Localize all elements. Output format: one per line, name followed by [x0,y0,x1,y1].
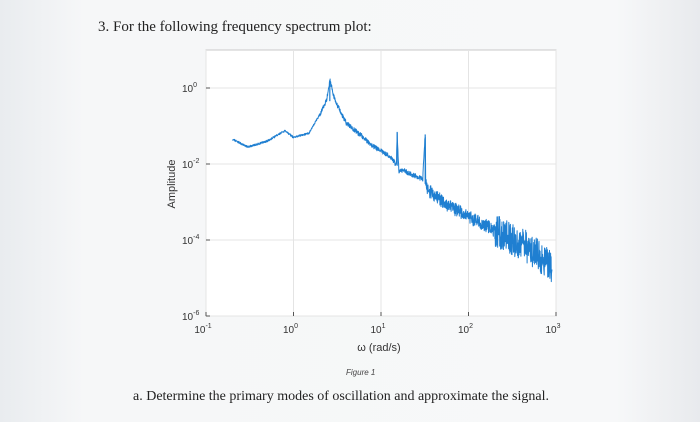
y-tick-label: 10-4 [182,234,199,247]
y-axis-label: Amplitude [166,160,178,209]
figure-caption: Figure 1 [346,368,376,377]
y-tick-label: 100 [182,82,197,95]
x-tick-label: 100 [283,323,298,336]
spectrum-line [232,78,553,283]
subquestion-text: a. Determine the primary modes of oscill… [133,389,549,404]
x-axis-label: ω (rad/s) [357,342,400,354]
question-text: 3. For the following frequency spectrum … [98,19,372,35]
x-tick-label: 103 [545,323,560,336]
x-tick-label: 102 [458,323,473,336]
y-tick-label: 10-6 [182,310,199,323]
x-tick-label: 101 [370,323,385,336]
x-tick-label: 10-1 [194,323,211,336]
y-tick-label: 10-2 [182,158,199,171]
